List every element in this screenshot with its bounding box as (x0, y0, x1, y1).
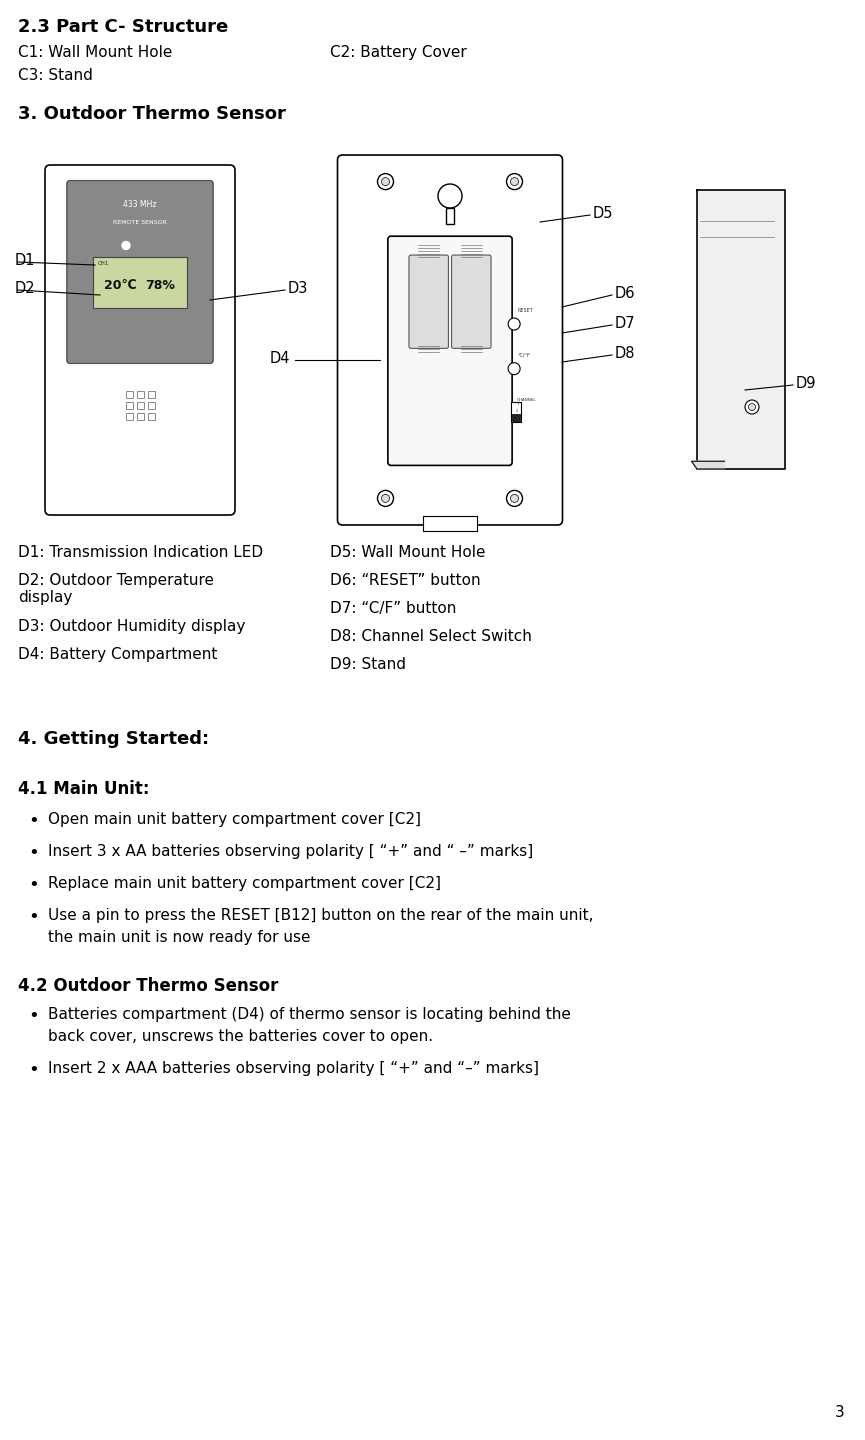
Text: D4: Battery Compartment: D4: Battery Compartment (18, 647, 217, 662)
Text: 1: 1 (516, 402, 518, 406)
Circle shape (745, 400, 759, 415)
Bar (512, 413, 520, 420)
Circle shape (510, 177, 518, 186)
Text: 4. Getting Started:: 4. Getting Started: (18, 730, 209, 747)
Text: D2: D2 (15, 281, 35, 295)
Text: D9: Stand: D9: Stand (330, 657, 406, 672)
FancyBboxPatch shape (67, 180, 213, 363)
Text: Insert 2 x AAA batteries observing polarity [ “+” and “–” marks]: Insert 2 x AAA batteries observing polar… (48, 1061, 539, 1076)
Text: D1: D1 (15, 252, 35, 268)
Circle shape (377, 491, 394, 507)
Text: •: • (28, 909, 39, 926)
Text: Open main unit battery compartment cover [C2]: Open main unit battery compartment cover… (48, 812, 421, 827)
Text: CH1: CH1 (98, 261, 109, 266)
FancyBboxPatch shape (45, 166, 235, 516)
Text: REMOTE SENSOR: REMOTE SENSOR (113, 220, 167, 225)
Text: back cover, unscrews the batteries cover to open.: back cover, unscrews the batteries cover… (48, 1030, 433, 1044)
Bar (148, 413, 155, 420)
Text: C3: Stand: C3: Stand (18, 68, 93, 84)
Text: Replace main unit battery compartment cover [C2]: Replace main unit battery compartment co… (48, 876, 441, 891)
Text: D3: D3 (288, 281, 309, 295)
FancyBboxPatch shape (388, 236, 512, 465)
Bar (423, 517, 477, 531)
Text: RESET: RESET (517, 308, 533, 312)
Polygon shape (691, 461, 725, 469)
Bar (125, 392, 132, 397)
Polygon shape (697, 190, 785, 469)
Bar (148, 402, 155, 409)
Text: 433 MHz: 433 MHz (123, 200, 157, 209)
Text: the main unit is now ready for use: the main unit is now ready for use (48, 930, 311, 945)
Text: D6: D6 (615, 285, 636, 301)
Bar (125, 413, 132, 420)
Text: D5: D5 (593, 206, 613, 220)
Bar (148, 392, 155, 397)
Text: C2: Battery Cover: C2: Battery Cover (330, 45, 467, 60)
Text: •: • (28, 812, 39, 829)
Text: D3: Outdoor Humidity display: D3: Outdoor Humidity display (18, 619, 246, 634)
Text: 20℃: 20℃ (105, 279, 137, 292)
Circle shape (122, 242, 130, 249)
Text: •: • (28, 844, 39, 863)
Text: •: • (28, 1061, 39, 1079)
Text: 3: 3 (516, 416, 518, 420)
Text: D7: D7 (615, 315, 636, 331)
Bar (125, 402, 132, 409)
Circle shape (510, 494, 518, 503)
Circle shape (507, 491, 522, 507)
Text: CHANNEL: CHANNEL (517, 397, 537, 402)
Text: 2.3 Part C- Structure: 2.3 Part C- Structure (18, 19, 228, 36)
Text: 2: 2 (516, 409, 518, 413)
Text: D8: Channel Select Switch: D8: Channel Select Switch (330, 629, 532, 644)
Circle shape (508, 363, 520, 374)
FancyBboxPatch shape (93, 256, 187, 308)
Text: D1: Transmission Indication LED: D1: Transmission Indication LED (18, 544, 263, 560)
FancyBboxPatch shape (452, 255, 491, 348)
Circle shape (438, 184, 462, 207)
Text: Insert 3 x AA batteries observing polarity [ “+” and “ –” marks]: Insert 3 x AA batteries observing polari… (48, 844, 533, 860)
Text: D7: “C/F” button: D7: “C/F” button (330, 600, 457, 616)
FancyBboxPatch shape (409, 255, 448, 348)
Circle shape (377, 174, 394, 190)
Text: D9: D9 (796, 376, 817, 390)
Text: 78%: 78% (145, 279, 175, 292)
Circle shape (381, 177, 389, 186)
Circle shape (507, 174, 522, 190)
Text: C1: Wall Mount Hole: C1: Wall Mount Hole (18, 45, 172, 60)
Bar (511, 402, 521, 422)
Text: 4.1 Main Unit:: 4.1 Main Unit: (18, 780, 150, 798)
Bar (137, 413, 144, 420)
Text: D6: “RESET” button: D6: “RESET” button (330, 573, 481, 588)
Text: D8: D8 (615, 346, 636, 360)
FancyBboxPatch shape (337, 156, 562, 526)
Text: D4: D4 (270, 350, 290, 366)
Text: 3. Outdoor Thermo Sensor: 3. Outdoor Thermo Sensor (18, 105, 285, 122)
Bar (137, 402, 144, 409)
Text: D2: Outdoor Temperature
display: D2: Outdoor Temperature display (18, 573, 214, 605)
Circle shape (381, 494, 389, 503)
Text: 3: 3 (836, 1405, 845, 1420)
Text: Use a pin to press the RESET [B12] button on the rear of the main unit,: Use a pin to press the RESET [B12] butto… (48, 909, 593, 923)
Text: D5: Wall Mount Hole: D5: Wall Mount Hole (330, 544, 485, 560)
Bar (137, 392, 144, 397)
Bar (446, 207, 454, 225)
Text: •: • (28, 1007, 39, 1025)
Text: Batteries compartment (D4) of thermo sensor is locating behind the: Batteries compartment (D4) of thermo sen… (48, 1007, 571, 1022)
Circle shape (508, 318, 520, 330)
Circle shape (748, 403, 755, 410)
Text: •: • (28, 876, 39, 894)
Text: °C/°F: °C/°F (517, 353, 530, 357)
Text: 4.2 Outdoor Thermo Sensor: 4.2 Outdoor Thermo Sensor (18, 976, 279, 995)
